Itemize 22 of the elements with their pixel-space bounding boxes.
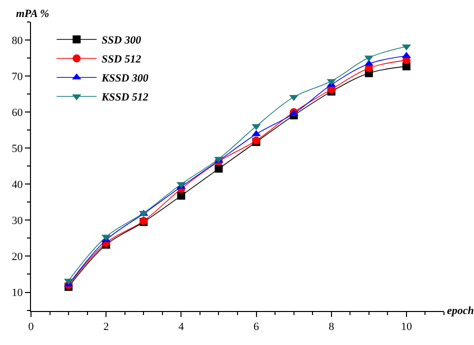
y-tick-label: 70 — [12, 70, 24, 83]
y-axis-title: mPA % — [16, 8, 50, 20]
x-tick-label: 6 — [254, 321, 260, 334]
point — [177, 192, 186, 200]
x-tick-label: 10 — [400, 321, 412, 334]
y-tick-label: 30 — [12, 215, 24, 228]
legend-label: KSSD 512 — [100, 92, 149, 104]
y-tick-label: 40 — [12, 179, 24, 192]
y-tick-label: 20 — [12, 251, 24, 264]
x-tick-label: 8 — [328, 321, 335, 334]
legend-label: SSD 300 — [102, 34, 142, 47]
point — [214, 164, 223, 173]
y-tick-label: 10 — [12, 287, 24, 300]
x-tick-label: 0 — [28, 321, 34, 334]
x-axis-title: epoch — [447, 305, 474, 317]
y-tick-label: 80 — [12, 34, 24, 47]
y-tick-label: 50 — [12, 142, 24, 155]
y-tick-label: 60 — [12, 106, 24, 119]
legend-label: KSSD 300 — [100, 72, 149, 85]
legend-label: SSD 512 — [102, 54, 142, 66]
x-tick-label: 4 — [178, 321, 184, 334]
x-tick-label: 2 — [103, 321, 109, 334]
